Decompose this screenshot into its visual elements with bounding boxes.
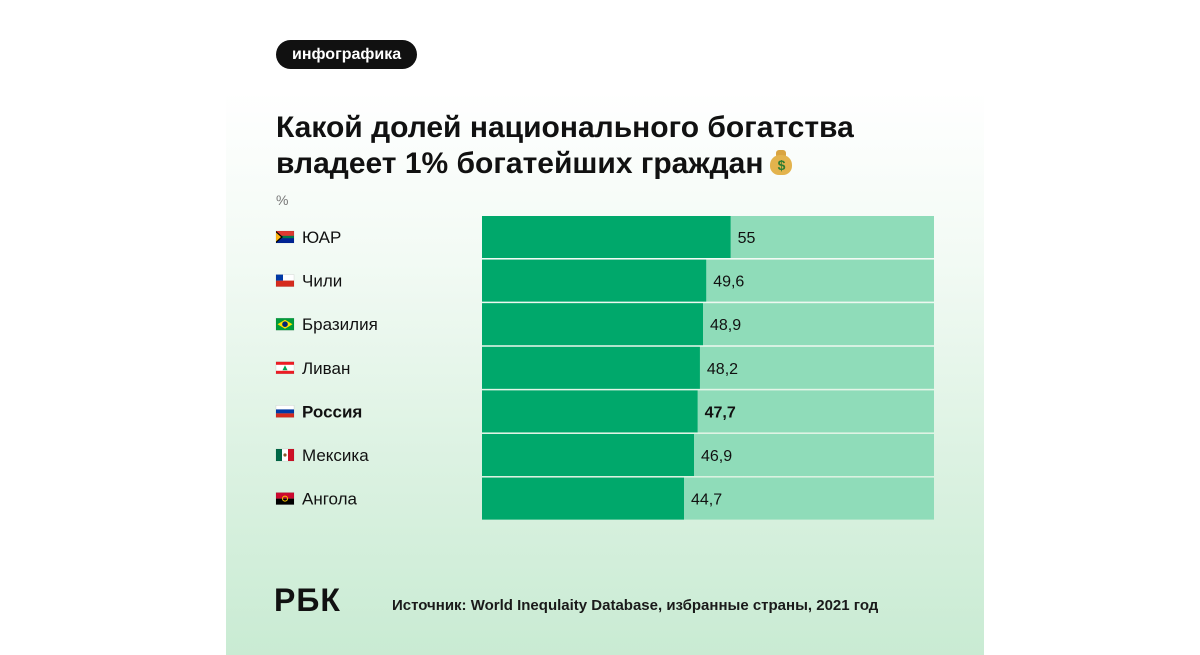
infographic-tag: инфографика (276, 40, 418, 69)
category-label: Мексика (302, 446, 369, 465)
category-label: Чили (302, 272, 342, 291)
value-label: 44,7 (691, 492, 722, 509)
rbk-logo: РБК (274, 582, 341, 618)
source-note: Источник: World Inequlaity Database, изб… (392, 597, 879, 614)
category-label: Ангола (302, 490, 358, 509)
title-line-2: владеет 1% богатейших граждан (276, 147, 764, 180)
value-label: 55 (738, 230, 756, 247)
chart-title: Какой долей национального богатства влад… (276, 110, 956, 182)
angola-flag-icon (275, 492, 295, 505)
category-label: Россия (302, 402, 362, 421)
bar (482, 346, 700, 389)
title-line-2-wrap: владеет 1% богатейших граждан $ (276, 146, 956, 182)
mexico-flag-icon (275, 448, 295, 462)
bar-chart: 55 ЮАР 49,6 Чили 48,9 Бразилия 48,2 Ливан 47,7 Ро… (275, 216, 934, 520)
category-label: Бразилия (302, 315, 378, 334)
lebanon-flag-icon (275, 361, 295, 375)
value-label: 47,7 (705, 404, 736, 421)
infographic-card: инфографика Какой долей национального бо… (226, 0, 984, 655)
title-line-1: Какой долей национального богатства (276, 111, 854, 144)
value-label: 46,9 (701, 448, 732, 465)
category-label: Ливан (302, 359, 350, 378)
bar (482, 477, 684, 520)
value-label: 49,6 (713, 274, 744, 291)
bar (482, 259, 707, 302)
value-label: 48,9 (710, 317, 741, 334)
value-label: 48,2 (707, 361, 738, 378)
russia-flag-icon (275, 405, 295, 418)
money-bag-icon: $ (769, 150, 793, 176)
bar (482, 434, 694, 476)
chile-flag-icon (275, 274, 295, 287)
bar (482, 216, 731, 258)
bar (482, 390, 698, 433)
south-africa-flag-icon (275, 230, 295, 244)
brazil-flag-icon (275, 317, 295, 331)
bar (482, 303, 703, 346)
unit-label: % (276, 192, 289, 208)
category-label: ЮАР (302, 228, 341, 247)
